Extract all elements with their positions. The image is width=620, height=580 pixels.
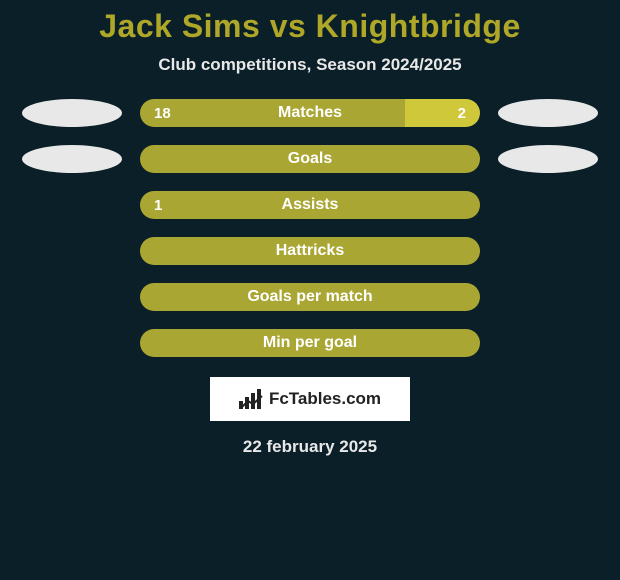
comparison-container: Jack Sims vs Knightbridge Club competiti… [0,0,620,457]
page-title: Jack Sims vs Knightbridge [0,8,620,45]
stat-left-value: 1 [154,191,162,219]
stat-left-value: 18 [154,99,171,127]
stat-row: Goals per match [0,283,620,311]
bar-segment-right [405,99,480,127]
chart-line-icon [241,395,263,409]
left-oval [22,145,122,173]
stat-bar: Min per goal [140,329,480,357]
stat-bar: Hattricks [140,237,480,265]
bar-segment-left [140,283,480,311]
right-oval [498,99,598,127]
chart-icon [239,389,263,409]
left-oval [22,99,122,127]
stat-bar: Goals [140,145,480,173]
right-oval [498,145,598,173]
stat-rows: Matches182GoalsAssists1HattricksGoals pe… [0,99,620,357]
bar-segment-left [140,237,480,265]
subtitle: Club competitions, Season 2024/2025 [0,55,620,75]
stat-row: Assists1 [0,191,620,219]
bar-segment-left [140,99,405,127]
stat-right-value: 2 [458,99,466,127]
logo-text: FcTables.com [269,389,381,409]
stat-bar: Matches182 [140,99,480,127]
stat-row: Hattricks [0,237,620,265]
date-label: 22 february 2025 [0,437,620,457]
stat-row: Min per goal [0,329,620,357]
stat-bar: Assists1 [140,191,480,219]
bar-segment-left [140,191,480,219]
stat-row: Goals [0,145,620,173]
bar-segment-left [140,145,480,173]
stat-row: Matches182 [0,99,620,127]
bar-segment-left [140,329,480,357]
logo-box: FcTables.com [210,377,410,421]
stat-bar: Goals per match [140,283,480,311]
